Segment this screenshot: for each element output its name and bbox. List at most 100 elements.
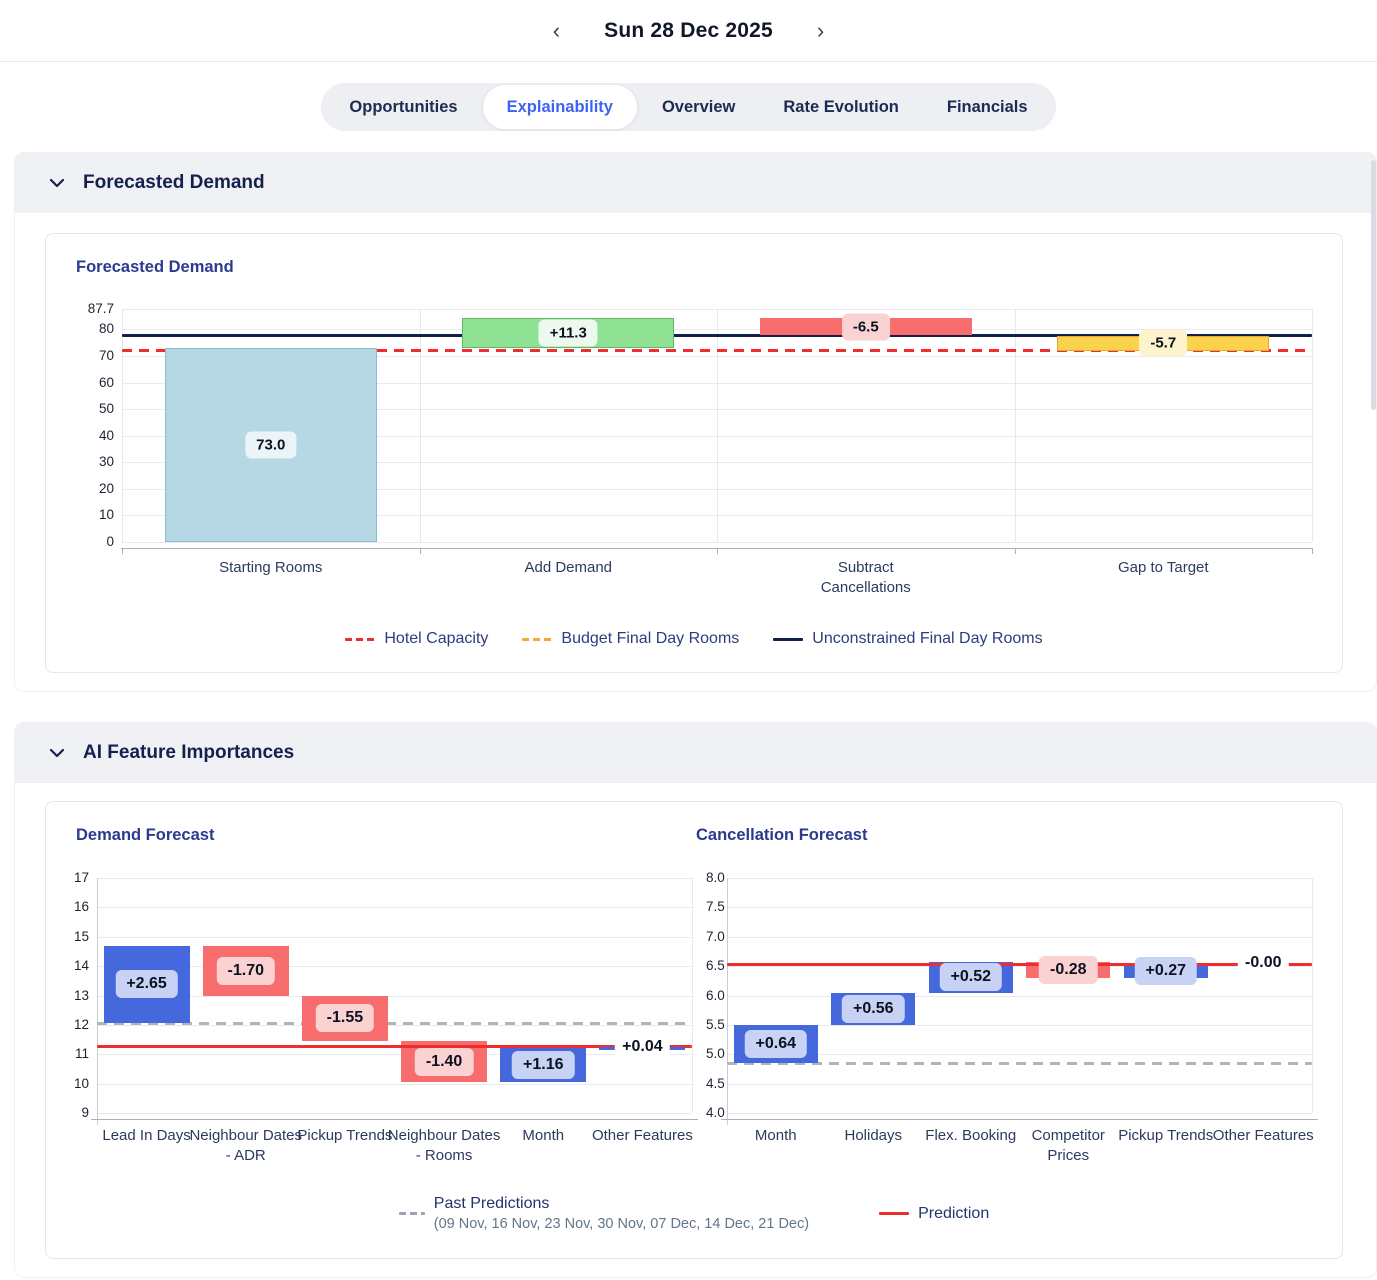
x-axis-label: Other Features: [1212, 1127, 1314, 1144]
y-tick-label: 80: [98, 321, 114, 337]
gridline: [97, 995, 692, 997]
bar-value-label: -0.28: [1039, 956, 1098, 985]
section-forecasted-demand: Forecasted Demand Forecasted Demand 87.7…: [14, 152, 1377, 692]
x-axis-label: Pickup Trends: [297, 1127, 393, 1144]
x-axis-label: Add Demand: [524, 559, 613, 576]
legend-label: Prediction: [918, 1204, 990, 1222]
gridline: [727, 1113, 1312, 1114]
legend-item-unconstrained-final-day-rooms[interactable]: Unconstrained Final Day Rooms: [773, 630, 1043, 648]
gridline: [727, 966, 1312, 968]
bar-value-label: +0.27: [1134, 956, 1197, 985]
grid-vline: [419, 309, 421, 542]
y-tick-label: 17: [73, 870, 89, 885]
y-tick-label: 7.5: [706, 899, 725, 915]
reference-line-hotel-capacity: [122, 349, 1312, 353]
y-tick-label: 15: [73, 928, 89, 944]
bar-value-label: +11.3: [538, 319, 598, 347]
gridline: [97, 907, 692, 909]
bar-value-label: -5.7: [1139, 329, 1188, 357]
x-axis-label: Subtract Cancellations: [820, 559, 911, 597]
bar-value-label: -1.55: [315, 1004, 375, 1033]
tab-financials[interactable]: Financials: [946, 97, 1028, 116]
chart-title: Forecasted Demand: [76, 258, 234, 276]
forecasted-demand-card: Forecasted Demand 87.7 80 70 60 50 40 30 20 10 0 7…: [45, 233, 1343, 673]
gridline: [97, 1083, 692, 1085]
bar-value-label: +2.65: [115, 970, 178, 999]
gridline: [727, 878, 1312, 879]
grid-vline: [1312, 878, 1313, 1113]
legend-item-prediction[interactable]: Prediction: [879, 1205, 989, 1223]
tab-bar: Opportunities Explainability Overview Rate …: [0, 62, 1377, 152]
x-axis-label: Month: [754, 1127, 797, 1144]
legend-item-budget-final-day-rooms[interactable]: Budget Final Day Rooms: [522, 630, 739, 648]
bar-value-label: 73.0: [245, 431, 297, 459]
y-tick-label: 6.0: [706, 987, 725, 1003]
legend-label: Budget Final Day Rooms: [561, 630, 740, 647]
scrollbar[interactable]: [1371, 160, 1376, 410]
gridline: [97, 1054, 692, 1056]
section-header-forecasted-demand[interactable]: Forecasted Demand: [15, 153, 1376, 213]
legend-label: Unconstrained Final Day Rooms: [812, 630, 1043, 647]
legend-label: Hotel Capacity: [384, 630, 489, 647]
dashed-line-icon: [522, 637, 553, 641]
prev-day-button[interactable]: ‹: [545, 16, 568, 46]
bar-value-label: -0.00: [1238, 951, 1289, 974]
y-tick-label: 10: [73, 1075, 89, 1091]
gridline: [97, 966, 692, 968]
axis-tick: [419, 548, 421, 554]
x-axis-label: Flex. Booking: [925, 1127, 1017, 1144]
y-tick-label: 11: [74, 1046, 89, 1062]
x-axis-label: Neighbour Dates - Rooms: [387, 1127, 501, 1165]
section-title: AI Feature Importances: [83, 742, 295, 763]
y-tick-label: 8.0: [706, 870, 725, 885]
legend-item-past-predictions[interactable]: Past Predictions (09 Nov, 16 Nov, 23 Nov,…: [398, 1195, 809, 1232]
axis-tick: [122, 548, 123, 554]
bar-value-label: +0.52: [939, 963, 1002, 992]
bar-value-label: +0.04: [615, 1036, 670, 1059]
gridline: [97, 1113, 692, 1114]
section-header-ai-feature-importances[interactable]: AI Feature Importances: [15, 723, 1376, 783]
y-tick-label: 87.7: [87, 301, 114, 316]
dashed-line-icon: [345, 637, 376, 641]
y-tick-label: 0: [106, 534, 114, 549]
grid-vline: [122, 309, 123, 542]
reference-line-past-predictions: [727, 1061, 1312, 1065]
y-tick-label: 7.0: [706, 928, 725, 944]
gridline: [97, 878, 692, 879]
bar-value-label: -1.70: [216, 956, 275, 985]
x-axis-label: Neighbour Dates - ADR: [189, 1127, 303, 1165]
reference-line-prediction: [727, 962, 1312, 966]
gridline: [727, 1054, 1312, 1056]
gridline: [727, 1024, 1312, 1026]
y-axis-line: [727, 878, 728, 1125]
bar-value-label: +0.64: [744, 1030, 807, 1059]
y-tick-label: 12: [73, 1016, 89, 1032]
y-tick-label: 60: [98, 374, 114, 390]
x-axis-label: Other Features: [591, 1127, 693, 1144]
gridline: [727, 995, 1312, 997]
legend-item-hotel-capacity[interactable]: Hotel Capacity: [345, 630, 488, 648]
bar-value-label: +1.16: [512, 1051, 575, 1080]
tab-rate-evolution[interactable]: Rate Evolution: [783, 97, 899, 116]
y-tick-label: 50: [98, 401, 114, 417]
bar-value-label: -1.40: [414, 1047, 474, 1076]
grid-vline: [1312, 309, 1313, 542]
x-axis-label: Lead In Days: [102, 1127, 191, 1144]
cancellation-forecast-title: Cancellation Forecast: [696, 826, 868, 844]
x-axis-line: [721, 1119, 1318, 1120]
tab-opportunities[interactable]: Opportunities: [349, 97, 458, 116]
tabs-pill: Opportunities Explainability Overview Rate …: [321, 83, 1056, 131]
next-day-button[interactable]: ›: [809, 16, 832, 46]
tab-overview[interactable]: Overview: [661, 97, 736, 116]
y-tick-label: 9: [81, 1105, 89, 1120]
chevron-down-icon: [49, 178, 65, 188]
tab-explainability[interactable]: Explainability: [481, 84, 638, 130]
y-tick-label: 6.5: [706, 958, 725, 974]
gridline: [727, 1083, 1312, 1085]
cancellation-forecast-chart: 8.0 7.5 7.0 6.5 6.0 5.5 5.0 4.5 4.0 +0.64 +0.56 +0.…: [706, 862, 1344, 1182]
y-tick-label: 30: [98, 454, 114, 470]
gridline: [122, 542, 1312, 543]
section-title: Forecasted Demand: [83, 172, 265, 193]
grid-vline: [717, 309, 718, 542]
date-title: Sun 28 Dec 2025: [604, 18, 773, 42]
